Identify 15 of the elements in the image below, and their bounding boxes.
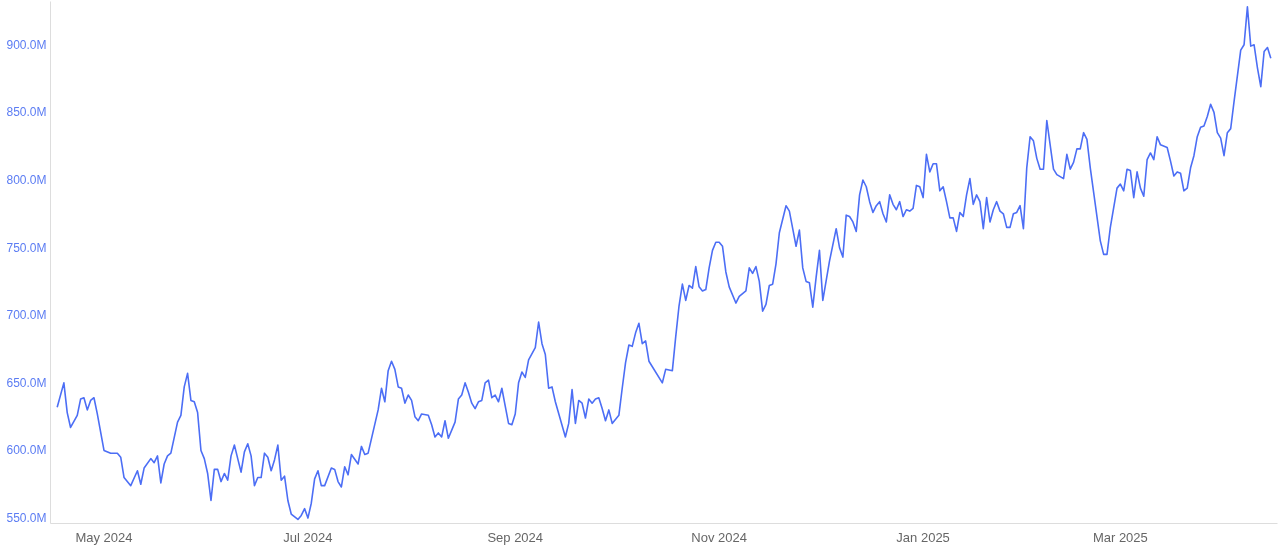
x-tick-label: Jul 2024 — [283, 529, 333, 545]
y-tick-label: 900.0M — [6, 37, 47, 52]
y-tick-label: 600.0M — [6, 443, 47, 458]
y-tick-label: 750.0M — [6, 240, 47, 255]
x-tick-label: Jan 2025 — [896, 529, 950, 545]
x-tick-label: May 2024 — [75, 529, 133, 545]
line-series — [56, 6, 1272, 521]
y-tick-label: 850.0M — [6, 105, 47, 120]
x-tick-label: Mar 2025 — [1092, 529, 1148, 545]
y-tick-label: 800.0M — [6, 173, 47, 188]
y-tick-label: 650.0M — [6, 375, 47, 390]
x-tick-label: Nov 2024 — [691, 529, 747, 545]
y-tick-label: 550.0M — [6, 511, 47, 526]
y-tick-label: 700.0M — [6, 308, 47, 323]
x-tick-label: Sep 2024 — [487, 529, 544, 545]
